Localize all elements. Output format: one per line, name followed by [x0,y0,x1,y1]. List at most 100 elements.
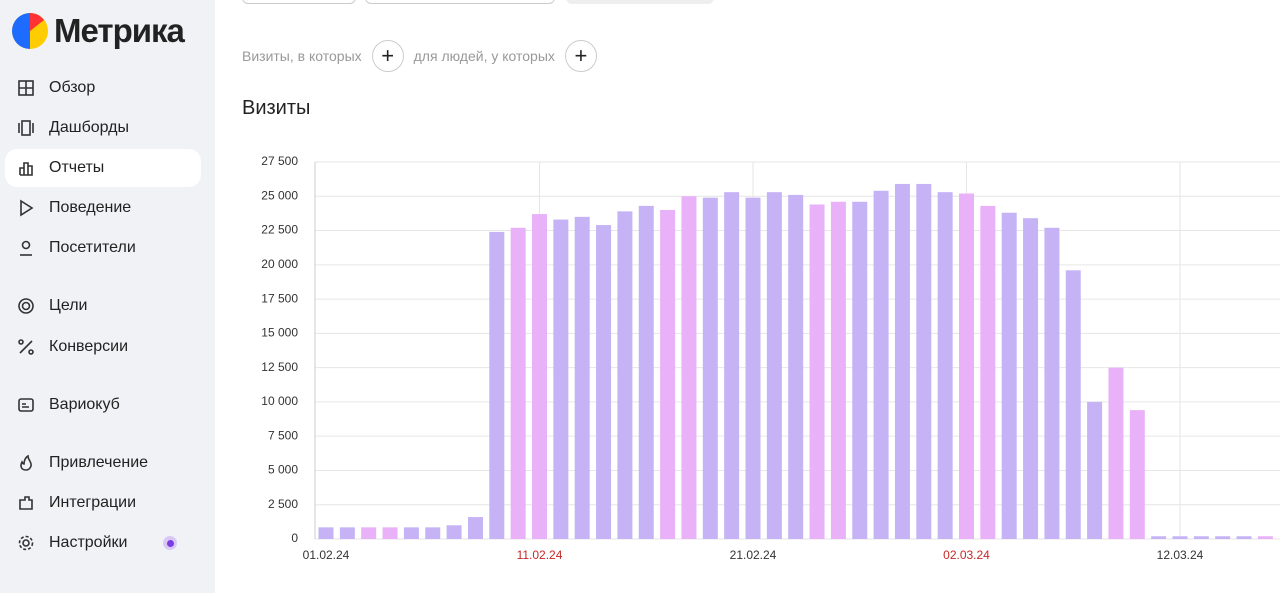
x-tick-label: 21.02.24 [730,548,777,562]
bar [446,525,462,539]
nav-item[interactable]: Дашборды [5,109,201,147]
bar [660,209,676,539]
x-tick-label: 01.02.24 [303,548,350,562]
add-button[interactable]: + [564,40,597,72]
bar [596,225,612,539]
bar [852,201,868,540]
nav-icon [20,199,34,217]
nav-item[interactable]: Поведение [5,189,201,227]
sidebar: Метрика Обзор Дашборды Отчеты Поведение Посе… [0,0,215,593]
bar [510,227,526,539]
nav-item[interactable]: Конверсии [5,328,201,366]
nav-icon [18,339,34,355]
bar [830,201,846,540]
x-tick-label: 12.03.24 [1157,548,1204,562]
bar [766,192,782,539]
y-tick-label: 22 500 [261,223,298,237]
bar [1215,536,1231,539]
nav-label: Цели [49,297,88,314]
nav-icon [18,535,34,551]
bar [873,190,889,539]
bar [532,214,547,539]
nav-icon [19,496,33,510]
bar [788,194,804,539]
nav-label: Обзор [49,79,96,96]
logo-text: Метрика [54,12,185,49]
bar [1193,536,1209,539]
bar [980,205,996,540]
nav-icon [18,80,34,96]
bar [574,216,590,539]
notification-dot [163,536,178,550]
y-tick-label: 20 000 [261,257,298,271]
bar [339,527,355,539]
nav-label: Вариокуб [49,396,120,413]
add-button[interactable]: + [371,40,404,72]
bar [1151,536,1167,539]
nav-icon [18,398,34,412]
y-tick-label: 2 500 [268,497,298,511]
bar [959,193,974,539]
nav-label: Посетители [49,239,136,256]
nav-icon [19,162,33,176]
bar [681,196,697,540]
y-tick-label: 0 [291,531,298,545]
y-tick-label: 25 000 [261,188,298,202]
bar [467,517,483,539]
bar [638,205,654,540]
nav-item[interactable]: Настройки [5,524,201,562]
nav-item[interactable]: Вариокуб [5,386,201,424]
bar [361,527,377,539]
bar [916,183,932,539]
y-tick-label: 7 500 [268,428,298,442]
nav-label: Конверсии [49,338,129,355]
y-tick-label: 12 500 [261,360,298,374]
bar [489,231,505,539]
nav-icon [18,298,34,314]
bar [1044,227,1060,539]
bar [403,527,419,539]
bar [894,183,910,539]
filter-box[interactable] [242,0,356,4]
logo[interactable]: Метрика [12,12,185,50]
bar [702,197,718,540]
nav-icon [18,120,34,136]
bar [745,197,761,540]
nav-item[interactable]: Цели [5,287,201,325]
nav-item[interactable]: Привлечение [5,444,201,482]
nav-icon [20,454,32,471]
y-tick-label: 27 500 [261,154,298,168]
x-tick-label: 11.02.24 [517,548,563,562]
filter-label: для людей, у которых [413,48,555,64]
bar [1236,536,1252,539]
filter-box[interactable] [365,0,555,4]
nav-item[interactable]: Обзор [5,69,201,107]
y-tick-label: 10 000 [261,394,298,408]
nav-item[interactable]: Посетители [5,229,201,267]
chart-title: Визиты [242,97,311,119]
bar [937,192,953,539]
logo-icon [12,13,48,49]
bar [1023,218,1039,539]
bar [553,219,569,539]
bar [724,192,740,539]
bar [1129,410,1145,539]
filters: Визиты, в которых + для людей, у которых… [242,40,607,72]
bar [809,204,825,540]
bar [425,527,441,539]
y-tick-label: 15 000 [261,326,298,340]
filter-box[interactable] [566,0,714,4]
nav-label: Поведение [49,199,132,216]
nav-item[interactable]: Отчеты [5,149,201,187]
nav-label: Отчеты [49,159,105,176]
filter-label: Визиты, в которых [242,48,362,64]
bar [1087,401,1103,539]
bar [1001,212,1017,539]
nav-item[interactable]: Интеграции [5,484,201,522]
nav-label: Настройки [49,534,128,551]
nav-icon [20,240,32,256]
x-tick-label: 02.03.24 [943,548,990,562]
bar [1257,536,1273,539]
